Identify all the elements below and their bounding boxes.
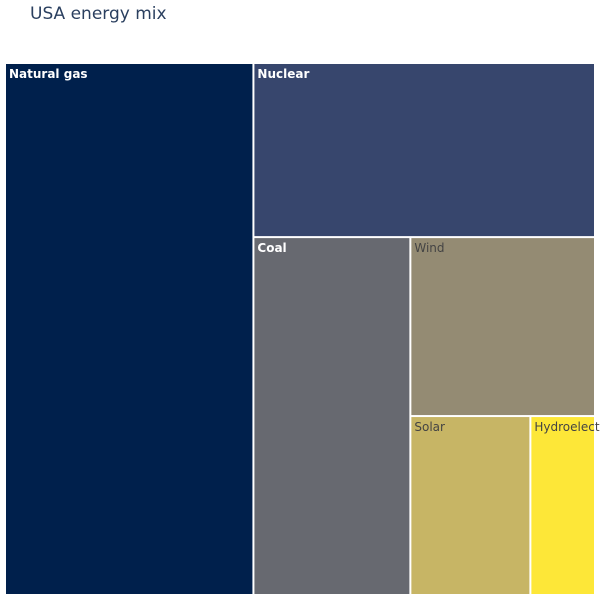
tile-natural-gas[interactable] — [6, 64, 253, 594]
tile-coal[interactable] — [254, 238, 410, 595]
tile-label-natural-gas: Natural gas — [9, 67, 88, 81]
tile-solar[interactable] — [411, 417, 530, 594]
tile-hydroelectric[interactable] — [531, 417, 594, 594]
tile-label-wind: Wind — [414, 241, 444, 255]
tile-label-hydroelectric: Hydroelectric — [534, 420, 600, 434]
tile-nuclear[interactable] — [254, 64, 594, 237]
tile-label-nuclear: Nuclear — [257, 67, 309, 81]
tile-label-coal: Coal — [257, 241, 286, 255]
tile-label-solar: Solar — [414, 420, 445, 434]
chart-title: USA energy mix — [30, 4, 167, 24]
tile-wind[interactable] — [411, 238, 594, 416]
treemap-tiles: Natural gas Nuclear Coal Wind Solar Hydroelec… — [6, 64, 600, 595]
